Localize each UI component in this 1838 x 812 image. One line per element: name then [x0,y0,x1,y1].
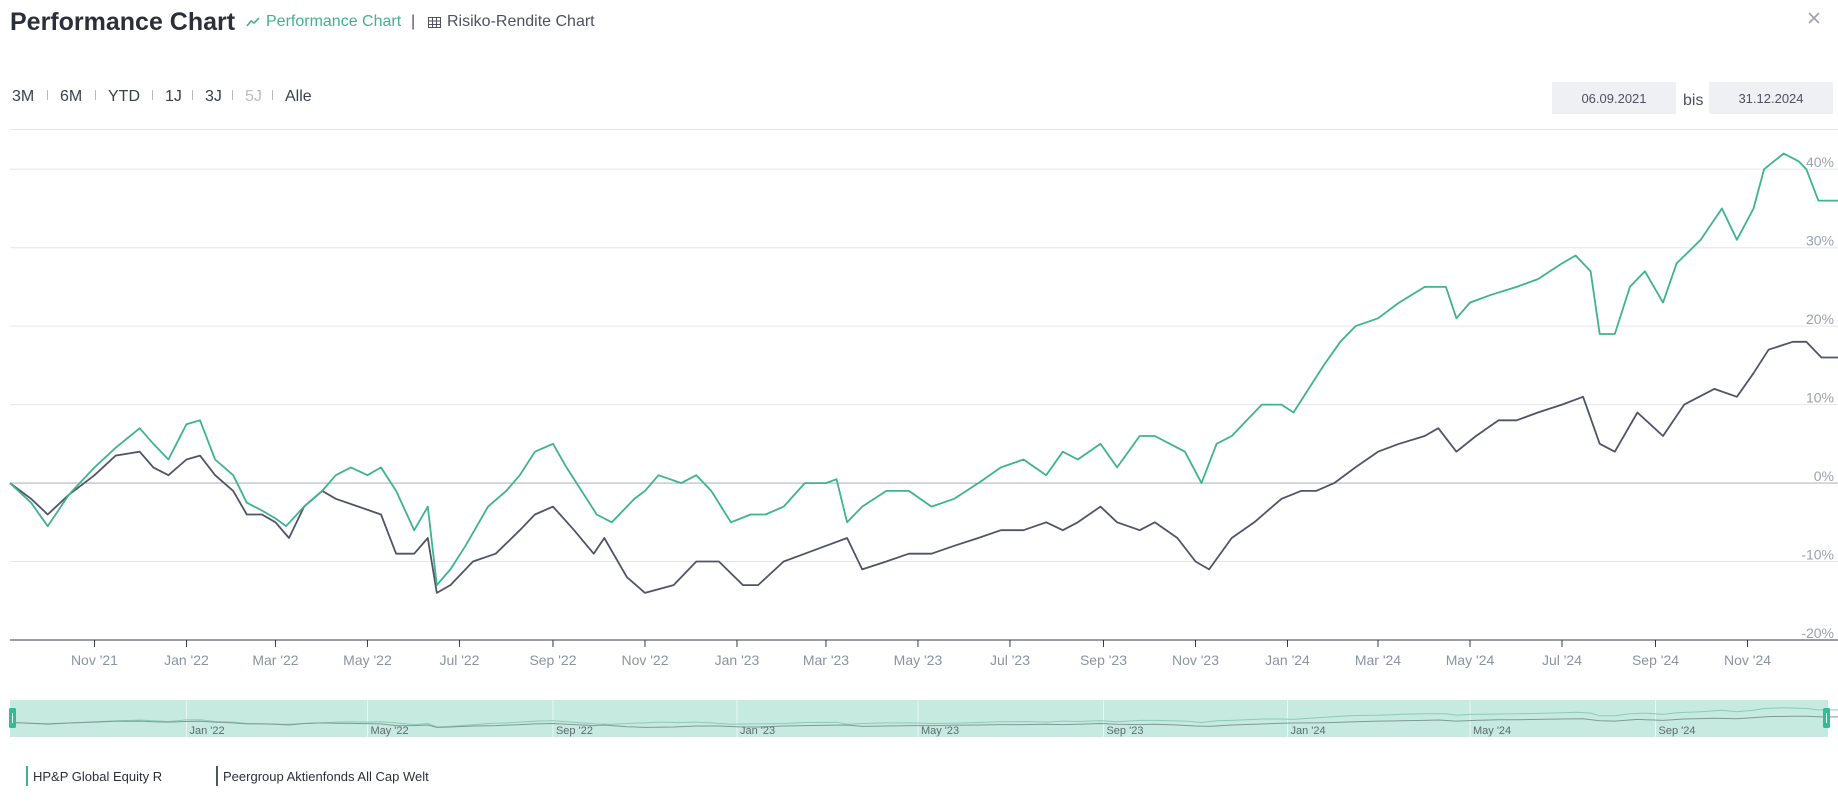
close-icon[interactable] [1802,6,1826,30]
y-tick-label: -20% [1801,625,1834,641]
range-selector: 3M 6M YTD 1J 3J 5J Alle [0,80,900,116]
x-tick-label: Nov '24 [1724,652,1771,668]
legend-swatch [26,766,28,786]
y-tick-label: 30% [1806,233,1834,249]
line-chart-icon [246,17,260,27]
x-tick-label: Sep '22 [529,652,576,668]
range-separator [152,90,153,100]
navigator-tick-label: May '23 [921,725,959,737]
performance-line-chart[interactable]: -20% -10% 0% 10% 20% 30% 40% Nov '21 Jan '22 Mar… [0,130,1838,685]
range-button-3j[interactable]: 3J [205,88,222,105]
legend-swatch [216,766,218,786]
series-line-peergroup[interactable] [9,340,1838,594]
x-tick-label: Sep '24 [1632,652,1679,668]
series-line-fund[interactable] [9,152,1838,587]
navigator-tick-label: Sep '23 [1106,725,1143,737]
navigator-tick-label: Jan '23 [740,725,775,737]
navigator-tick-label: Sep '24 [1659,725,1696,737]
range-separator [232,90,233,100]
range-button-5j: 5J [245,88,262,105]
tab-performance-chart-label: Performance Chart [266,13,402,30]
x-tick-label: Sep '23 [1080,652,1127,668]
chart-header: Performance Chart Performance Chart | Ri… [0,0,1838,50]
range-button-ytd[interactable]: YTD [108,88,140,105]
page-title: Performance Chart [10,8,236,36]
x-tick-label: Jan '23 [715,652,760,668]
chart-navigator[interactable]: Jan '22 May '22 Sep '22 Jan '23 May '23 Sep '… [0,695,1838,743]
y-tick-label: -10% [1801,547,1834,563]
x-tick-label: Mar '22 [252,652,298,668]
x-tick-label: Jul '22 [439,652,479,668]
tab-risiko-rendite-chart-label: Risiko-Rendite Chart [447,13,595,30]
x-tick-label: Nov '21 [71,652,118,668]
range-button-6m[interactable]: 6M [60,88,83,105]
x-tick-label: Jan '24 [1265,652,1310,668]
x-tick-label: May '22 [343,652,392,668]
navigator-tick-label: Jan '24 [1290,725,1325,737]
y-tick-label: 0% [1814,468,1834,484]
navigator-range-fill[interactable] [10,700,1828,737]
x-tick-label: Nov '23 [1172,652,1219,668]
x-tick-label: May '23 [894,652,943,668]
navigator-series-line [9,715,1838,728]
y-tick-label: 20% [1806,311,1834,327]
table-grid-icon [428,16,441,28]
tab-performance-chart[interactable]: Performance Chart [246,13,401,31]
date-from-input[interactable] [1552,82,1676,114]
range-button-alle[interactable]: Alle [285,88,312,105]
tab-separator: | [411,13,416,30]
chart-top-rule [10,129,1838,130]
range-separator [272,90,273,100]
range-separator [47,90,48,100]
legend-label: Peergroup Aktienfonds All Cap Welt [223,768,429,784]
range-separator [192,90,193,100]
y-tick-label: 40% [1806,154,1834,170]
x-tick-label: Mar '24 [1355,652,1401,668]
range-button-1j[interactable]: 1J [165,88,182,105]
navigator-tick-label: Jan '22 [189,725,224,737]
chart-legend: HP&P Global Equity R Peergroup Aktienfon… [26,766,926,788]
navigator-tick-label: Sep '22 [556,725,593,737]
x-tick-label: Jan '22 [164,652,209,668]
range-separator [95,90,96,100]
navigator-tick-label: May '22 [370,725,408,737]
legend-item-peergroup[interactable]: Peergroup Aktienfonds All Cap Welt [216,766,429,786]
navigator-tick-label: May '24 [1473,725,1511,737]
x-tick-label: Nov '22 [621,652,668,668]
date-to-input[interactable] [1709,82,1833,114]
x-tick-label: Mar '23 [803,652,849,668]
tab-risiko-rendite-chart[interactable]: Risiko-Rendite Chart [428,13,595,31]
range-button-3m[interactable]: 3M [12,88,35,105]
date-range-separator: bis [1683,92,1704,109]
y-tick-label: 10% [1806,390,1834,406]
legend-item-fund[interactable]: HP&P Global Equity R [26,766,162,786]
legend-label: HP&P Global Equity R [33,768,163,784]
x-tick-label: Jul '24 [1542,652,1582,668]
x-tick-label: May '24 [1446,652,1495,668]
x-tick-label: Jul '23 [990,652,1030,668]
